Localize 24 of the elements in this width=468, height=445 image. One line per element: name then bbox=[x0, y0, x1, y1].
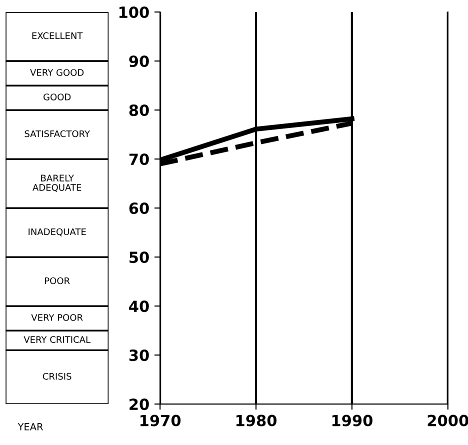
y-tick-label: 70 bbox=[129, 153, 149, 166]
series-label: EXCELLENT bbox=[32, 32, 83, 40]
x-tick-label: 1970 bbox=[140, 414, 181, 426]
text: YEAR bbox=[18, 423, 43, 430]
x-tick-label: 2000 bbox=[428, 414, 468, 426]
series-label: CRISIS bbox=[42, 372, 72, 380]
series-label: GOOD bbox=[44, 94, 71, 100]
y-tick-label: 30 bbox=[129, 350, 149, 362]
series-label: INADEQUATE bbox=[28, 228, 86, 236]
y-tick-label: 60 bbox=[129, 202, 149, 214]
series-label: VERY CRITICAL bbox=[24, 336, 90, 343]
y-tick-label: 100 bbox=[119, 6, 149, 18]
series-label: SATISFACTORY bbox=[24, 130, 90, 138]
y-tick-label: 80 bbox=[129, 104, 149, 116]
series-label: BARELY ADEQUATE bbox=[32, 174, 82, 192]
y-tick-label: 50 bbox=[130, 252, 149, 264]
x-tick-label: 1990 bbox=[332, 414, 372, 426]
series-label: POOR bbox=[45, 277, 70, 284]
series-label: VERY POOR bbox=[31, 314, 83, 321]
series-label: VERY GOOD bbox=[30, 69, 84, 76]
x-tick-label: 1980 bbox=[236, 414, 277, 426]
y-tick-label: 90 bbox=[129, 55, 149, 68]
y-tick-label: 20 bbox=[130, 398, 149, 410]
y-tick-label: 40 bbox=[129, 300, 149, 312]
